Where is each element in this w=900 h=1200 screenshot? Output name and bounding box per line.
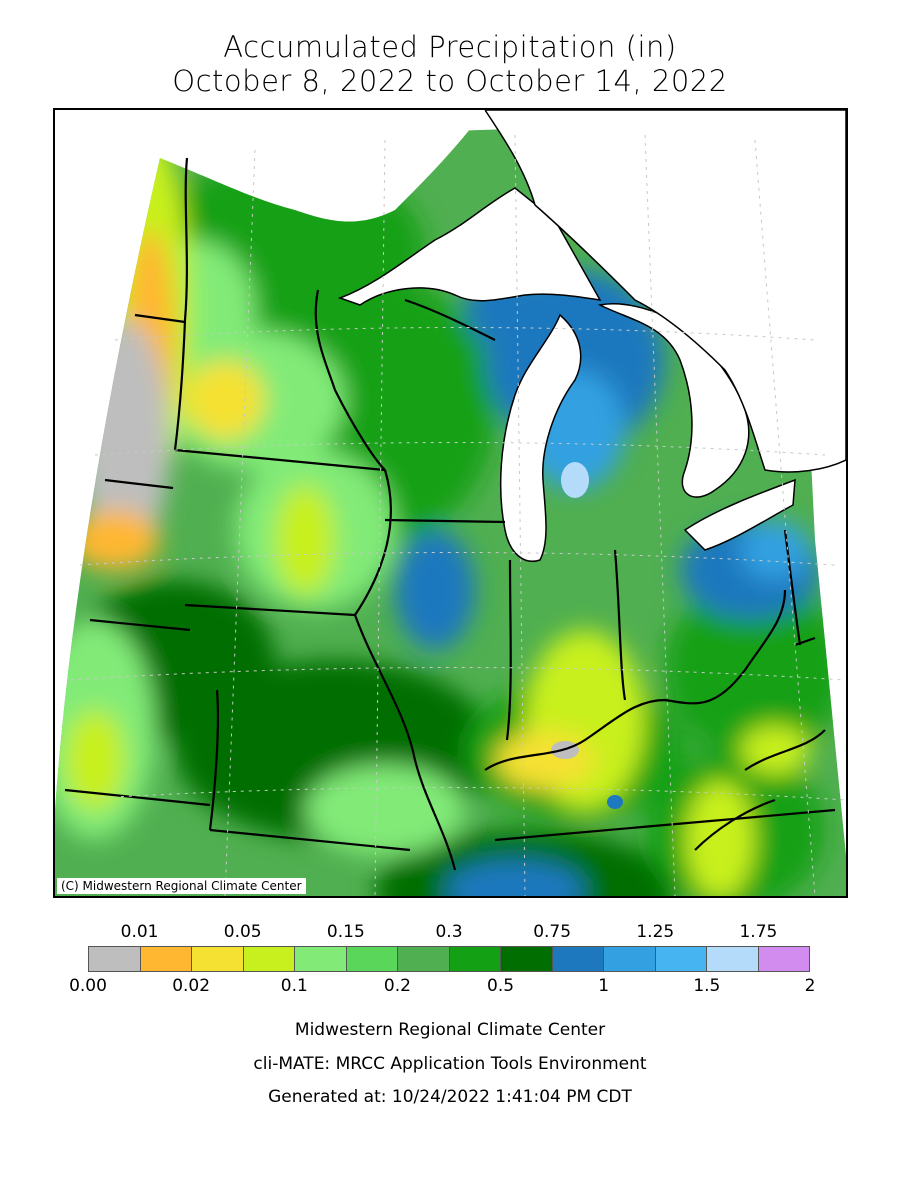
- legend-swatch: [449, 946, 501, 972]
- legend-swatch: [192, 946, 244, 972]
- legend-top-label: 1.75: [739, 922, 778, 942]
- legend-bottom-label: 2: [804, 976, 816, 996]
- legend-swatch: [295, 946, 347, 972]
- footer-application: cli-MATE: MRCC Application Tools Environ…: [253, 1054, 647, 1074]
- legend-bottom-label: 0.02: [172, 976, 211, 996]
- map-copyright: (C) Midwestern Regional Climate Center: [57, 878, 306, 894]
- legend-top-label: 0.01: [120, 922, 159, 942]
- legend-color-bar: [88, 946, 810, 972]
- lake-erie: [683, 478, 796, 551]
- map-date-range: October 8, 2022 to October 14, 2022: [172, 64, 728, 98]
- legend-swatch: [346, 946, 398, 972]
- legend-bottom-label: 0.00: [69, 976, 107, 996]
- legend-swatch: [707, 946, 759, 972]
- footer-generated: Generated at: 10/24/2022 1:41:04 PM CDT: [268, 1087, 632, 1107]
- map-title: Accumulated Precipitation (in): [223, 30, 677, 64]
- legend-top-label: 1.25: [636, 922, 675, 942]
- legend-bottom-label: 1: [598, 976, 610, 996]
- lake-superior: [337, 187, 602, 306]
- legend-bottom-label: 0.5: [487, 976, 515, 996]
- canada-west: [160, 110, 485, 222]
- great-lakes: [160, 110, 846, 562]
- legend-swatch: [604, 946, 656, 972]
- legend-swatch: [398, 946, 450, 972]
- legend-swatch: [243, 946, 295, 972]
- legend-swatch: [758, 946, 810, 972]
- legend-swatch: [655, 946, 707, 972]
- color-legend: 0.01 0.05 0.15 0.3 0.75 1.25 1.75 0.00 0.02 0.1 0…: [0, 920, 900, 1000]
- state-borders: [64, 157, 836, 871]
- legend-bottom-label: 0.1: [280, 976, 308, 996]
- lat-lon-grid: [64, 134, 846, 896]
- legend-top-label: 0.05: [223, 922, 262, 942]
- precipitation-map: (C) Midwestern Regional Climate Center: [53, 108, 848, 898]
- legend-swatch: [501, 946, 553, 972]
- legend-swatch: [552, 946, 604, 972]
- legend-top-label: 0.15: [326, 922, 365, 942]
- lake-michigan: [499, 313, 582, 562]
- footer-organization: Midwestern Regional Climate Center: [294, 1020, 606, 1040]
- legend-top-label: 0.3: [435, 922, 463, 942]
- legend-bottom-label: 1.5: [693, 976, 721, 996]
- canada-region: [484, 110, 846, 473]
- legend-swatch: [140, 946, 192, 972]
- legend-top-label: 0.75: [533, 922, 572, 942]
- legend-bottom-label: 0.2: [383, 976, 411, 996]
- legend-swatch: [88, 946, 141, 972]
- map-canvas: [55, 110, 846, 896]
